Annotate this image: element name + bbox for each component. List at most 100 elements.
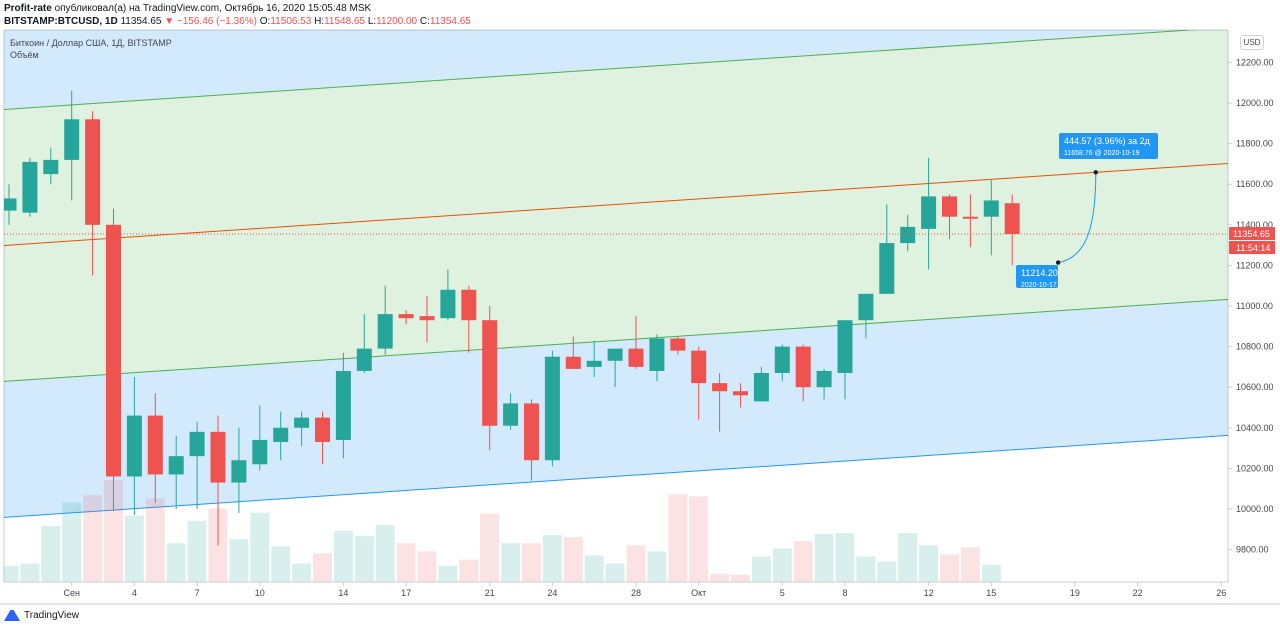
candle-body [733, 391, 748, 396]
volume-bar [981, 564, 1001, 582]
x-tick-label: Сен [63, 588, 80, 598]
forecast-start-label-text: 2020-10-17 [1021, 282, 1057, 289]
volume-bar [542, 535, 562, 582]
y-tick-label: 11000.00 [1236, 301, 1273, 311]
forecast-target-label-text: 444.57 (3.96%) за 2д [1064, 136, 1151, 146]
volume-bar [668, 494, 688, 582]
footer: TradingView [4, 610, 79, 621]
volume-bar [856, 556, 876, 582]
x-tick-label: Окт [691, 588, 706, 598]
volume-bar [835, 533, 855, 582]
candle-body [189, 431, 205, 457]
volume-bar [898, 533, 918, 582]
x-tick-label: 28 [631, 588, 641, 598]
channel-line-upper-green [4, 298, 1228, 382]
candle-body [753, 372, 769, 402]
low-label: L: [367, 16, 377, 27]
y-tick-label: 12000.00 [1236, 98, 1274, 108]
y-tick-label: 10600.00 [1236, 382, 1274, 392]
currency-button[interactable]: USD [1240, 35, 1264, 50]
candle-body [691, 350, 707, 384]
volume-bar [877, 561, 897, 582]
y-tick-label: 10000.00 [1236, 504, 1274, 514]
forecast-start-label-text: 11214.20 [1021, 268, 1058, 278]
volume-bar [814, 534, 834, 582]
channel-line-top-green [4, 30, 1198, 110]
volume-bar [187, 520, 207, 582]
candle-body [126, 415, 142, 477]
candle-body [377, 314, 393, 349]
volume-bar [4, 565, 19, 582]
volume-bar [375, 524, 395, 582]
volume-bar [333, 531, 353, 582]
candle-body [482, 320, 498, 426]
forecast-target-label: 444.57 (3.96%) за 2д 11658.76 @ 2020-10-1… [1059, 133, 1158, 159]
forecast-curve [1058, 172, 1097, 264]
x-tick-label: 24 [547, 588, 557, 598]
last-price: 11354.65 [120, 16, 162, 27]
y-tick-label: 9800.00 [1236, 545, 1269, 555]
open-value: 11506.53 [270, 16, 312, 27]
volume-bar [605, 563, 625, 582]
forecast-start-point [1055, 260, 1061, 265]
volume-bar [459, 559, 479, 582]
volume-bar [292, 563, 312, 582]
low-value: 11200.00 [376, 16, 418, 27]
symbol-label[interactable]: BITSTAMP:BTCUSD, 1D [4, 16, 118, 27]
volume-bar [960, 547, 980, 582]
volume-bar [689, 496, 709, 582]
volume-legend: Объём [10, 50, 39, 60]
x-tick-label: 8 [842, 588, 847, 598]
change-value: ▼ −156.46 (−1.36%) [164, 16, 257, 27]
x-tick-label: 10 [255, 588, 265, 598]
candle-body [774, 346, 790, 373]
last-price-tag-text: 11354.65 [1233, 229, 1270, 239]
volume-bar [62, 502, 82, 582]
x-tick-label: 15 [986, 588, 996, 598]
publisher-name[interactable]: Profit-rate [4, 3, 52, 14]
x-tick-label: 5 [780, 588, 785, 598]
volume-bar [647, 551, 667, 582]
x-tick-label: 26 [1216, 588, 1226, 598]
candle-body [712, 383, 728, 392]
candle-body [440, 289, 456, 319]
volume-bar [313, 553, 332, 582]
candle-body [586, 360, 602, 367]
x-tick-label: 7 [195, 588, 200, 598]
x-tick-label: 21 [485, 588, 495, 598]
tradingview-logo-icon [4, 610, 20, 621]
channel-line-lower [4, 434, 1228, 518]
candle-body [879, 243, 895, 294]
x-tick-label: 12 [924, 588, 934, 598]
forecast-start-label: 11214.20 2020-10-17 [1016, 265, 1058, 289]
candle-body [64, 119, 80, 160]
candle-body [983, 200, 999, 217]
candle-body [816, 370, 832, 388]
x-tick-label: 17 [401, 588, 411, 598]
y-tick-label: 11800.00 [1236, 139, 1273, 149]
plot-frame [3, 29, 1229, 583]
volume-bar [626, 545, 646, 582]
forecast-start-label-bg [1016, 265, 1058, 288]
high-value: 11548.65 [324, 16, 366, 27]
candle-body [231, 460, 247, 483]
x-tick-label: 22 [1133, 588, 1143, 598]
x-tick-label: 14 [338, 588, 348, 598]
plot-area [4, 30, 1228, 582]
publish-info: опубликовал(а) на TradingView.com, Октяб… [54, 3, 372, 14]
x-tick-label: 19 [1070, 588, 1080, 598]
volume-bar [229, 539, 249, 582]
high-label: H: [314, 16, 325, 27]
chart-legend-title: Биткоин / Доллар США, 1Д, BITSTAMP [10, 38, 172, 48]
y-tick-label: 11200.00 [1236, 260, 1273, 270]
candle-body [419, 316, 435, 321]
brand-label[interactable]: TradingView [24, 610, 80, 621]
channel-line-median [4, 162, 1228, 246]
candle-body [795, 346, 811, 388]
volume-bar [41, 525, 61, 582]
header-bar: Profit-rate опубликовал(а) на TradingVie… [4, 2, 471, 28]
volume-bar [354, 536, 374, 582]
volume-bar [480, 513, 500, 582]
volume-bar [751, 556, 771, 582]
